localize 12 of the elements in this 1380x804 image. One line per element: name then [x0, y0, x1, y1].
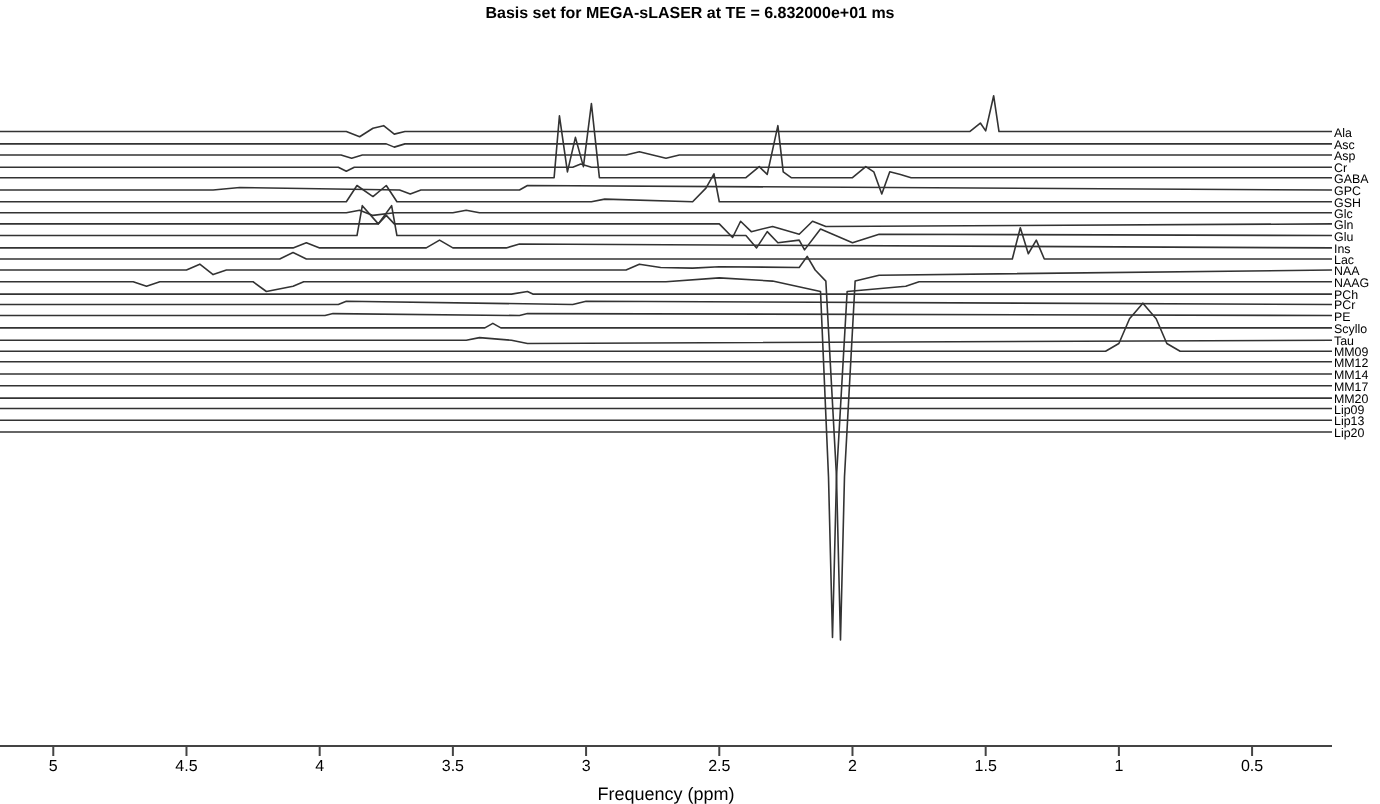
x-tick-label: 4 [315, 757, 326, 776]
chart-title: Basis set for MEGA-sLASER at TE = 6.832000e+01 ms [483, 4, 897, 22]
x-tick-label: 3 [581, 757, 592, 776]
x-tick-label: 3.5 [441, 757, 466, 776]
x-tick-label: 2.5 [708, 757, 732, 776]
x-tick-label: 1.5 [974, 757, 998, 776]
x-tick-label: 0.5 [1240, 757, 1265, 776]
x-tick-label: 4.5 [175, 757, 199, 776]
x-axis-title: Frequency (ppm) [597, 784, 735, 804]
x-tick-label: 5 [48, 757, 59, 776]
x-tick-label: 1 [1114, 757, 1125, 776]
x-tick-label: 2 [848, 757, 859, 776]
